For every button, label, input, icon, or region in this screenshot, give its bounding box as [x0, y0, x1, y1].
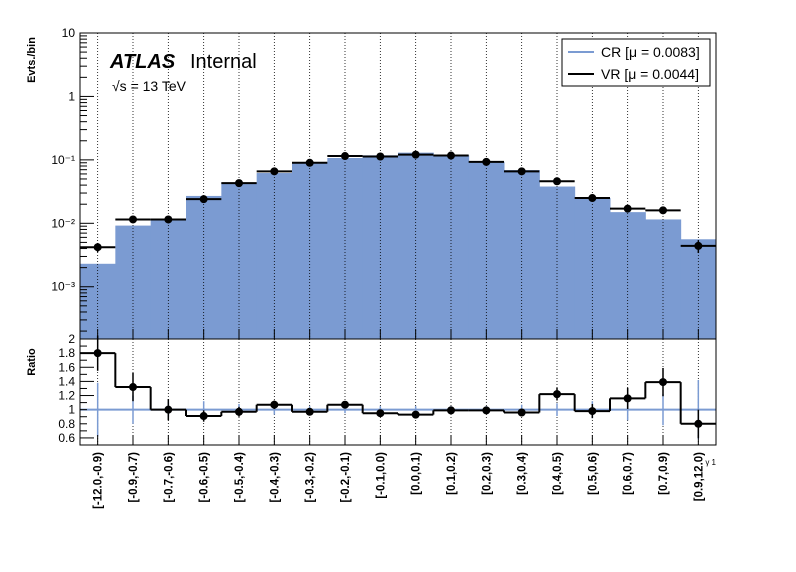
- y-tick-label: 10⁻³: [51, 280, 75, 294]
- ratio-tick-label: 1.6: [58, 360, 75, 374]
- cr-bar: [327, 158, 364, 339]
- y-tick-label: 10⁻¹: [51, 153, 75, 167]
- cr-bar: [539, 186, 576, 339]
- x-tick-label: [-0.3,-0.2): [305, 452, 317, 503]
- x-tick-label: [0.4,0.5): [552, 452, 564, 495]
- cr-bar: [256, 173, 293, 339]
- vr-point: [270, 167, 279, 176]
- ratio-point: [482, 406, 491, 415]
- x-tick-label: [0.1,0.2): [446, 452, 458, 495]
- ratio-panel-frame: [79, 338, 717, 446]
- ratio-tick-label: 1.4: [58, 374, 75, 388]
- ratio-tick-label: 2: [68, 332, 75, 346]
- y-tick-label: 1: [68, 89, 75, 103]
- y-tick-label: 10⁻²: [51, 216, 75, 230]
- y-axis: 10⁻³ 10⁻² 10⁻¹ 1 10: [51, 26, 94, 332]
- ratio-point: [447, 406, 455, 415]
- vr-series: [80, 150, 716, 254]
- x-tick-label: [0.5,0.6): [587, 452, 599, 495]
- ratio-point: [164, 405, 173, 414]
- x-tick-label: [0.6,0.7): [623, 452, 635, 495]
- ratio-point: [659, 378, 667, 387]
- vr-point: [517, 167, 526, 176]
- x-tick-label: [-0.6,-0.5): [199, 452, 211, 503]
- ratio-tick-label: 1.2: [58, 389, 75, 403]
- legend: CR [μ = 0.0083] VR [μ = 0.0044]: [561, 38, 711, 87]
- main-panel: 10⁻³ 10⁻² 10⁻¹ 1 10: [51, 26, 717, 340]
- ratio-point: [517, 408, 526, 417]
- legend-box: [561, 38, 711, 87]
- ratio-point: [129, 383, 137, 392]
- x-tick-label: [0.9,12.0): [693, 452, 705, 501]
- x-tick-label: [0.2,0.3): [481, 452, 493, 495]
- ratio-panel: 0.60.811.21.41.61.82: [58, 332, 717, 446]
- vr-point: [588, 194, 597, 203]
- x-axis-title: γ 1: [705, 458, 716, 467]
- ratio-point: [588, 407, 597, 416]
- vr-point: [199, 195, 208, 204]
- vr-point: [553, 177, 561, 186]
- ratio-y-axis-title: Ratio: [26, 348, 38, 376]
- ratio-point: [623, 394, 632, 403]
- vr-point: [93, 243, 102, 252]
- x-tick-label: [-0.9,-0.7): [128, 452, 140, 503]
- ratio-point: [93, 349, 102, 358]
- vr-point: [164, 215, 173, 224]
- vr-point: [305, 158, 314, 167]
- ratio-point: [199, 412, 208, 421]
- x-tick-label: [-0.2,-0.1): [340, 452, 352, 503]
- x-tick-label: [0.7,0.9): [658, 452, 670, 495]
- vr-point: [482, 157, 491, 166]
- cr-bar: [362, 155, 399, 339]
- energy-label: √s = 13 TeV: [112, 78, 187, 94]
- x-tick-label: [-12.0,-0.9): [93, 452, 105, 509]
- atlas-label: ATLAS: [109, 51, 176, 73]
- y-tick-label: 10: [62, 26, 76, 40]
- ratio-point: [694, 419, 703, 428]
- y-axis-title: Evts./bin: [26, 37, 38, 83]
- ratio-tick-label: 0.8: [58, 417, 75, 431]
- ratio-point: [270, 400, 279, 409]
- ratio-tick-label: 1.8: [58, 346, 75, 360]
- x-axis: [-12.0,-0.9) [-0.9,-0.7) [-0.7,-0.6) [-0.6,…: [93, 329, 705, 509]
- ratio-point: [553, 390, 561, 399]
- ratio-tick-label: 0.6: [58, 431, 75, 445]
- vertical-gridlines: [97, 33, 699, 339]
- ratio-point: [341, 400, 349, 409]
- cr-bar: [433, 155, 470, 339]
- vr-point: [659, 206, 667, 215]
- vr-point: [411, 150, 420, 159]
- vr-point: [235, 179, 243, 188]
- x-tick-label: [-0.5,-0.4): [234, 452, 246, 503]
- x-tick-label: [-0.4,-0.3): [269, 452, 281, 503]
- vr-point: [623, 204, 632, 213]
- ratio-point: [305, 407, 314, 416]
- vr-point: [341, 152, 349, 161]
- ratio-tick-label: 1: [68, 403, 75, 417]
- vr-point: [129, 215, 137, 224]
- internal-label: Internal: [190, 51, 257, 73]
- x-tick-label: [0.0,0.1): [411, 452, 423, 495]
- ratio-point: [411, 410, 420, 419]
- x-tick-label: [-0.1,0.0): [375, 452, 387, 499]
- x-tick-label: [0.3,0.4): [517, 452, 529, 495]
- vr-point: [694, 241, 703, 250]
- vr-point: [376, 152, 385, 161]
- legend-vr-label: VR [μ = 0.0044]: [601, 66, 699, 82]
- ratio-point: [376, 409, 385, 418]
- cr-bar: [610, 212, 646, 339]
- vr-point: [447, 151, 455, 160]
- ratio-point: [235, 407, 243, 416]
- legend-cr-label: CR [μ = 0.0083]: [601, 44, 700, 60]
- x-tick-label: [-0.7,-0.6): [163, 452, 175, 503]
